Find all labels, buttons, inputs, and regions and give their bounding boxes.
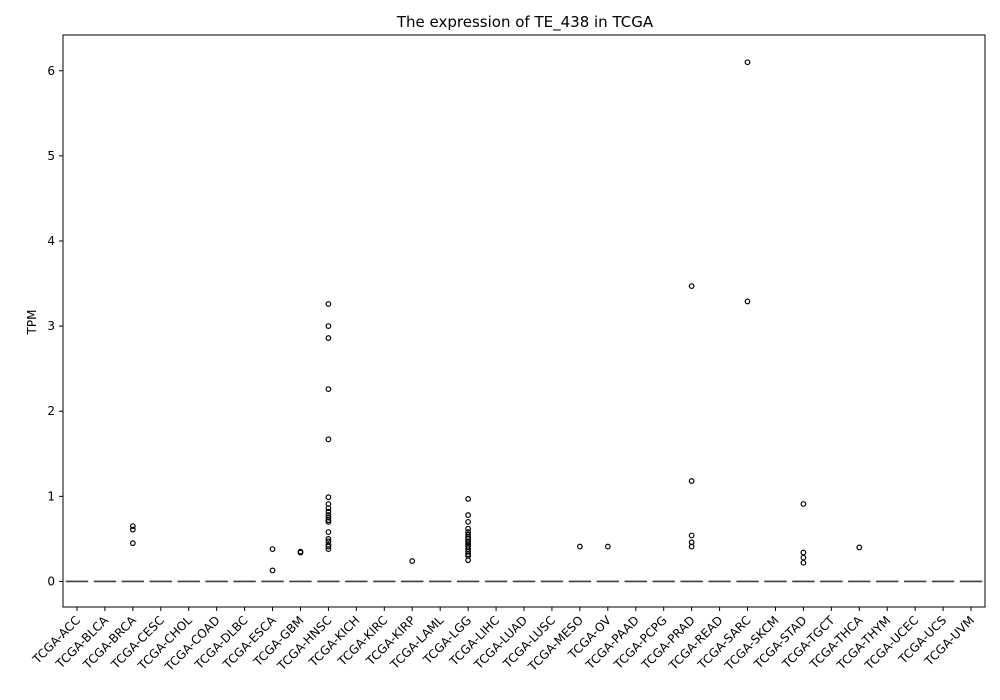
outlier-point [576, 543, 583, 550]
outlier-point [325, 494, 332, 501]
outlier-point [269, 567, 276, 574]
outlier-point [800, 554, 807, 561]
outlier-point [465, 495, 472, 502]
y-tick-label: 6 [47, 64, 55, 78]
y-tick-label: 5 [47, 149, 55, 163]
outlier-point [800, 549, 807, 556]
y-tick-label: 0 [47, 574, 55, 588]
y-tick-label: 4 [47, 234, 55, 248]
outlier-point [744, 59, 751, 66]
outlier-point [129, 523, 136, 530]
outlier-point [325, 505, 332, 512]
outlier-point [325, 335, 332, 341]
outlier-point [325, 301, 332, 307]
outlier-point [800, 501, 807, 507]
outlier-point [325, 386, 332, 392]
y-tick-label: 3 [47, 319, 55, 333]
outlier-point [129, 526, 136, 533]
outlier-point [744, 298, 751, 305]
outlier-point [465, 525, 472, 532]
chart-title: The expression of TE_438 in TCGA [396, 13, 654, 32]
outlier-point [129, 540, 136, 547]
outlier-point [688, 283, 695, 290]
outlier-point [409, 558, 416, 564]
outlier-point [800, 559, 807, 566]
outlier-point [325, 546, 332, 553]
outlier-point [465, 512, 472, 518]
plot-area: 0123456TCGA-ACCTCGA-BLCATCGA-BRCATCGA-CE… [29, 59, 983, 674]
y-tick-label: 1 [47, 489, 55, 503]
outlier-point [325, 543, 332, 550]
outlier-point [465, 518, 472, 525]
outlier-point [465, 557, 472, 564]
outlier-point [856, 544, 863, 551]
outlier-point [325, 436, 332, 443]
outlier-point [688, 478, 695, 484]
y-axis-label: TPM [25, 310, 39, 336]
outlier-point [325, 323, 332, 330]
outlier-point [297, 549, 304, 556]
outlier-point [269, 546, 276, 553]
outlier-point [325, 536, 332, 542]
y-tick-label: 2 [47, 404, 55, 418]
outlier-point [325, 518, 332, 525]
outlier-point [688, 532, 695, 539]
outlier-point [688, 543, 695, 550]
outlier-point [325, 529, 332, 535]
plot-frame [62, 34, 986, 608]
outlier-point [604, 543, 611, 550]
outlier-point [325, 508, 332, 515]
